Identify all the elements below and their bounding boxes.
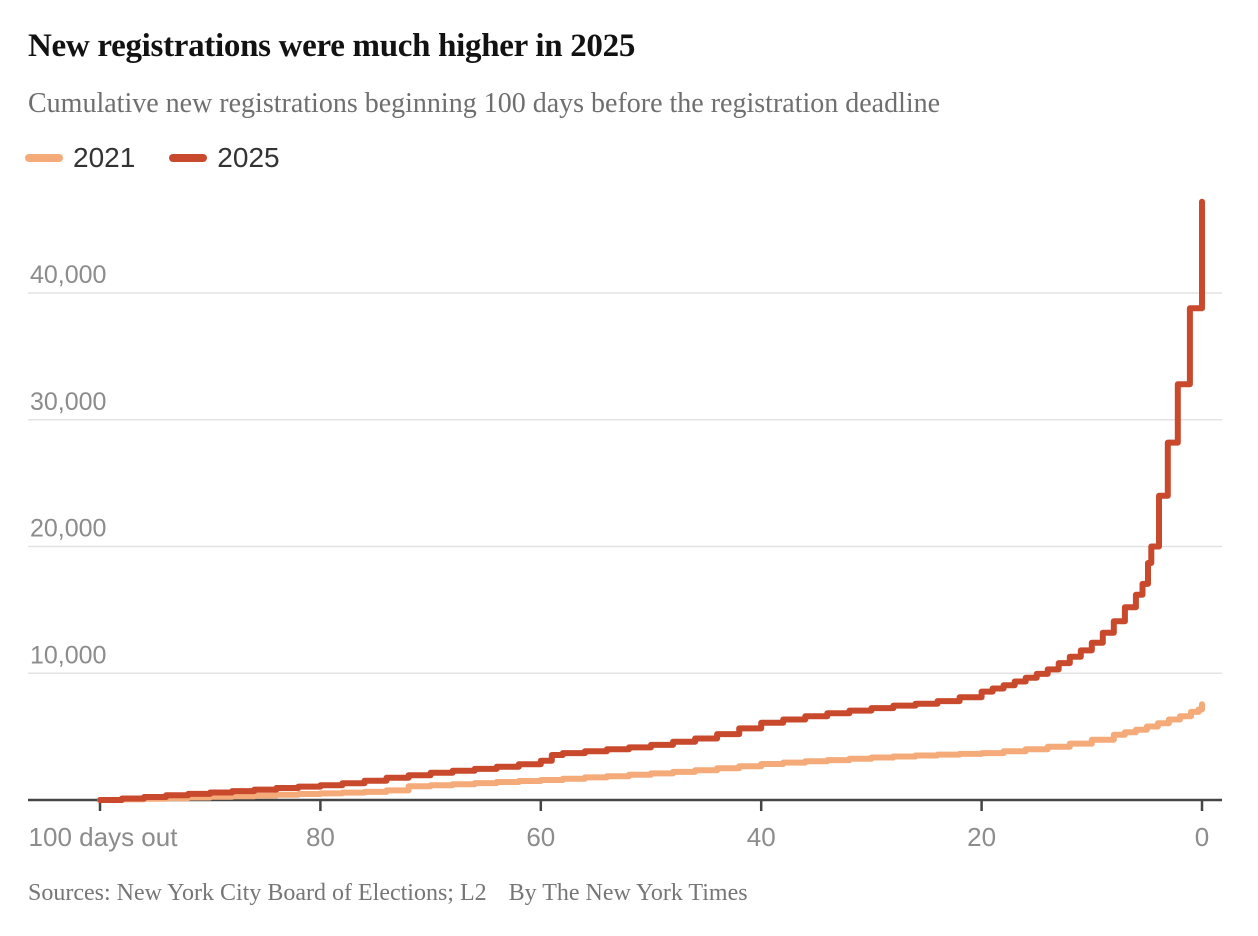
x-tick-label: 20 bbox=[967, 822, 996, 852]
legend-item-2021: 2021 bbox=[25, 142, 135, 174]
legend-swatch-2025 bbox=[169, 154, 208, 162]
line-chart: 10,000 20,000 30,000 40,000 100 days out 80 60… bbox=[28, 198, 1222, 852]
chart-title: New registrations were much higher in 20… bbox=[28, 28, 636, 65]
y-tick-label: 40,000 bbox=[30, 261, 106, 289]
y-tick-label: 10,000 bbox=[30, 641, 106, 669]
x-tick-label: 0 bbox=[1195, 822, 1209, 852]
legend-swatch-2021 bbox=[25, 154, 63, 162]
y-tick-label: 20,000 bbox=[30, 515, 106, 543]
chart-subtitle: Cumulative new registrations beginning 1… bbox=[28, 88, 941, 119]
x-tick-label: 100 days out bbox=[29, 822, 179, 852]
legend-label-2025: 2025 bbox=[217, 142, 280, 173]
x-tick-label: 80 bbox=[306, 822, 335, 852]
x-tick-label: 60 bbox=[526, 822, 555, 852]
chart-legend: 2021 2025 bbox=[25, 142, 280, 174]
series-line-2025 bbox=[97, 198, 1205, 803]
legend-item-2025: 2025 bbox=[169, 142, 280, 174]
series-line-2021 bbox=[97, 701, 1205, 803]
byline-text: By The New York Times bbox=[508, 880, 748, 906]
chart-footer: Sources: New York City Board of Election… bbox=[28, 880, 748, 907]
source-text: Sources: New York City Board of Election… bbox=[28, 880, 487, 906]
legend-label-2021: 2021 bbox=[73, 142, 136, 173]
x-tick-label: 40 bbox=[747, 822, 776, 852]
y-tick-label: 30,000 bbox=[30, 388, 106, 416]
